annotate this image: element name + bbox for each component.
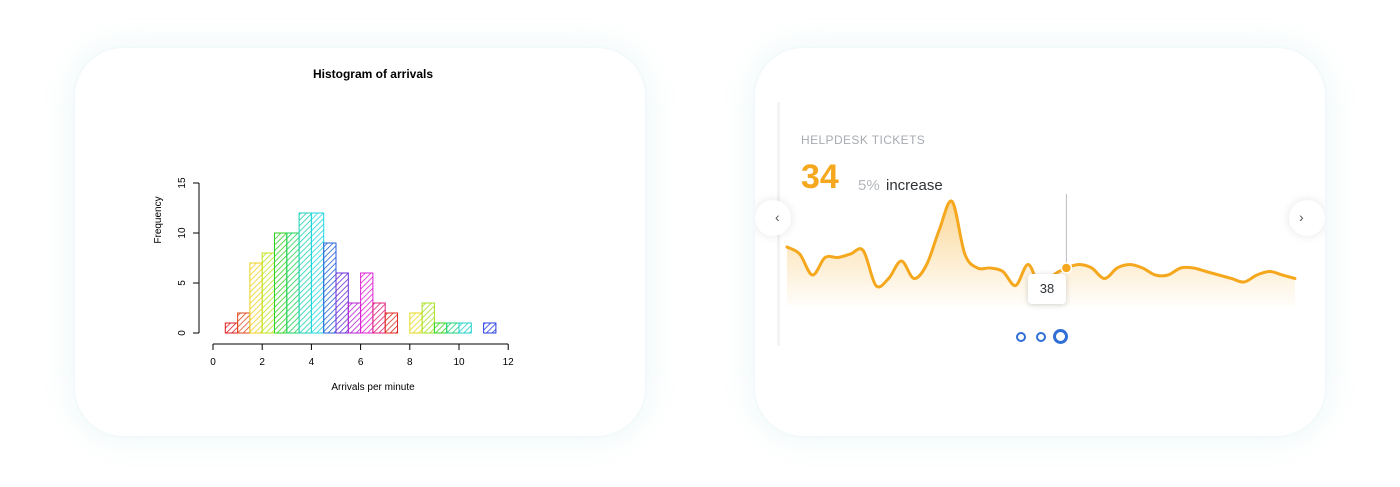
histogram-bar xyxy=(335,272,349,334)
histogram-bar xyxy=(237,312,251,334)
pager-dot-active[interactable] xyxy=(1053,329,1068,344)
histogram-bar xyxy=(249,262,263,334)
pager-dot[interactable] xyxy=(1036,332,1046,342)
histogram-bar xyxy=(224,322,239,334)
tickets-area-chart xyxy=(785,194,1297,306)
pager-dot[interactable] xyxy=(1016,332,1026,342)
chevron-right-icon: › xyxy=(1299,209,1304,225)
helpdesk-widget-card: ‹ › HELPDESK TICKETS 34 5% increase 38 xyxy=(755,48,1325,436)
chart-tooltip: 38 xyxy=(1028,274,1066,304)
y-axis-label: Frequency xyxy=(153,196,164,243)
histogram-bar xyxy=(261,252,275,334)
chart-title: Histogram of arrivals xyxy=(313,67,433,81)
histogram-bar xyxy=(458,322,472,334)
y-tick-label: 0 xyxy=(177,330,188,336)
ticket-count: 34 xyxy=(801,158,839,196)
histogram-card: Histogram of arrivals 0 2 4 6 8 10 12 Arrivals p… xyxy=(75,48,645,436)
previous-button[interactable]: ‹ xyxy=(755,200,791,236)
x-axis-label: Arrivals per minute xyxy=(331,382,415,393)
change-label: increase xyxy=(886,177,943,194)
histogram-bar xyxy=(433,322,448,334)
histogram-bar xyxy=(347,302,362,334)
widget-title: HELPDESK TICKETS xyxy=(801,133,926,147)
histogram-bar xyxy=(323,242,337,334)
histogram-bar xyxy=(286,232,300,334)
histogram-bar xyxy=(421,302,435,334)
y-tick-label: 5 xyxy=(177,280,188,286)
histogram-bar xyxy=(483,322,497,334)
histogram-bar xyxy=(384,312,399,334)
histogram-bar xyxy=(310,212,325,334)
chevron-left-icon: ‹ xyxy=(775,209,780,225)
x-tick-label: 6 xyxy=(358,357,364,368)
histogram-chart: Histogram of arrivals 0 2 4 6 8 10 12 Arrivals p… xyxy=(153,67,515,393)
histogram-bar xyxy=(446,322,460,334)
x-tick-label: 12 xyxy=(503,357,515,368)
change-percent: 5% xyxy=(858,177,880,194)
histogram-bar xyxy=(409,312,423,334)
highlight-point xyxy=(1060,262,1073,274)
x-tick-label: 10 xyxy=(453,357,465,368)
y-tick-label: 15 xyxy=(177,177,188,189)
x-tick-label: 0 xyxy=(210,357,216,368)
y-tick-label: 10 xyxy=(177,227,188,239)
next-button[interactable]: › xyxy=(1289,200,1325,236)
x-tick-label: 4 xyxy=(309,357,315,368)
histogram-bar xyxy=(360,272,374,334)
y-axis: 0 5 10 15 xyxy=(177,177,200,336)
x-axis: 0 2 4 6 8 10 12 xyxy=(210,343,515,368)
histogram-bar xyxy=(298,212,312,334)
x-tick-label: 8 xyxy=(407,357,413,368)
histogram-bar xyxy=(274,232,288,334)
x-tick-label: 2 xyxy=(259,357,265,368)
histogram-bar xyxy=(372,302,386,334)
